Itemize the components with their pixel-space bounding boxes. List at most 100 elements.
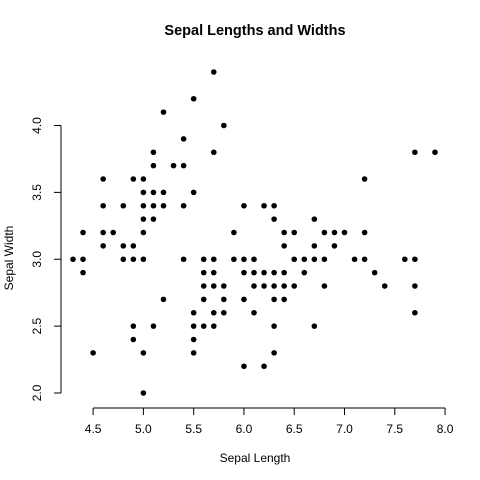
data-point	[200, 283, 207, 289]
data-point	[331, 229, 338, 236]
data-point	[180, 136, 187, 142]
data-point	[281, 296, 287, 303]
data-point	[210, 149, 217, 156]
data-point	[361, 256, 368, 263]
data-point	[150, 216, 157, 222]
data-point	[80, 229, 86, 236]
data-point	[200, 296, 207, 303]
data-point	[261, 269, 267, 276]
y-axis: 2.0 2.5 3.0 3.5 4.0	[30, 117, 62, 401]
data-point	[130, 336, 137, 343]
data-point	[241, 256, 247, 263]
data-point	[321, 256, 328, 263]
data-point	[160, 109, 167, 115]
x-tick-label: 5.0	[135, 422, 152, 436]
data-point	[251, 269, 257, 276]
data-point	[221, 283, 227, 289]
data-point	[261, 283, 267, 289]
data-point	[180, 202, 187, 209]
data-point	[311, 256, 318, 263]
data-point	[210, 283, 217, 289]
data-point	[412, 256, 418, 263]
data-point	[140, 189, 147, 196]
data-point	[190, 189, 197, 196]
data-point	[160, 189, 167, 196]
data-point	[331, 243, 338, 249]
x-tick-label: 7.0	[336, 422, 353, 436]
data-points	[70, 69, 438, 396]
data-point	[150, 323, 157, 329]
data-point	[291, 229, 298, 236]
data-point	[150, 189, 157, 196]
data-point	[281, 243, 287, 249]
data-point	[140, 176, 147, 182]
data-point	[130, 176, 137, 182]
x-tick-label: 5.5	[185, 422, 202, 436]
data-point	[221, 309, 227, 316]
data-point	[321, 229, 328, 236]
data-point	[271, 350, 277, 356]
data-point	[261, 363, 267, 370]
data-point	[160, 202, 167, 209]
data-point	[231, 229, 237, 236]
data-point	[361, 229, 368, 236]
data-point	[241, 202, 247, 209]
data-point	[261, 202, 267, 209]
data-point	[231, 256, 237, 263]
data-point	[100, 243, 106, 249]
y-tick-label: 4.0	[30, 117, 44, 134]
data-point	[221, 296, 227, 303]
data-point	[170, 162, 177, 169]
chart-title: Sepal Lengths and Widths	[164, 23, 345, 39]
data-point	[271, 216, 277, 222]
data-point	[301, 256, 308, 263]
data-point	[100, 202, 106, 209]
data-point	[281, 269, 287, 276]
y-tick-label: 2.5	[30, 317, 44, 334]
x-tick-label: 7.5	[386, 422, 403, 436]
data-point	[190, 350, 197, 356]
data-point	[271, 202, 277, 209]
data-point	[210, 256, 217, 263]
data-point	[130, 256, 137, 263]
data-point	[361, 176, 368, 182]
data-point	[140, 202, 147, 209]
x-axis-label: Sepal Length	[220, 451, 291, 465]
data-point	[180, 162, 187, 169]
data-point	[140, 216, 147, 222]
x-tick-label: 6.5	[286, 422, 303, 436]
data-point	[180, 256, 187, 263]
data-point	[351, 256, 358, 263]
data-point	[140, 350, 147, 356]
data-point	[381, 283, 388, 289]
data-point	[291, 256, 298, 263]
data-point	[271, 283, 277, 289]
data-point	[210, 309, 217, 316]
data-point	[80, 256, 86, 263]
data-point	[281, 283, 287, 289]
data-point	[210, 69, 217, 75]
data-point	[221, 122, 227, 129]
data-point	[271, 269, 277, 276]
y-tick-label: 3.0	[30, 251, 44, 268]
y-axis-label: Sepal Width	[2, 226, 16, 291]
data-point	[301, 269, 308, 276]
data-point	[402, 256, 408, 263]
data-point	[120, 256, 127, 263]
data-point	[412, 149, 418, 156]
data-point	[80, 269, 86, 276]
data-point	[251, 283, 257, 289]
data-point	[251, 256, 257, 263]
data-point	[140, 256, 147, 263]
data-point	[90, 350, 96, 356]
data-point	[412, 309, 418, 316]
data-point	[150, 149, 157, 156]
data-point	[291, 283, 298, 289]
data-point	[311, 216, 318, 222]
data-point	[412, 283, 418, 289]
data-point	[311, 323, 318, 329]
data-point	[130, 243, 137, 249]
x-tick-label: 6.0	[236, 422, 253, 436]
data-point	[371, 269, 378, 276]
data-point	[120, 243, 127, 249]
